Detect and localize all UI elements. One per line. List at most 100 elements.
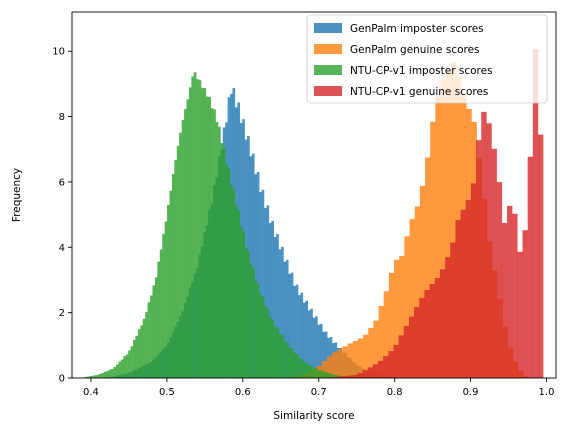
histogram-bar bbox=[86, 376, 90, 378]
histogram-bar bbox=[242, 231, 245, 378]
y-tick-label: 6 bbox=[59, 177, 65, 188]
histogram-bar bbox=[94, 375, 97, 378]
x-tick-label: 0.8 bbox=[387, 387, 403, 398]
histogram-bar bbox=[159, 249, 163, 378]
histogram-bar bbox=[91, 375, 95, 378]
histogram-bar bbox=[268, 223, 272, 378]
histogram-bar bbox=[319, 323, 323, 378]
histogram-bar bbox=[352, 341, 359, 378]
histogram-bar bbox=[424, 290, 430, 378]
histogram-bar bbox=[352, 375, 358, 378]
histogram-bar bbox=[150, 295, 153, 378]
legend-swatch bbox=[314, 44, 342, 54]
histogram-bar bbox=[261, 189, 265, 378]
x-tick-label: 0.4 bbox=[83, 387, 99, 398]
histogram-bar bbox=[491, 148, 497, 378]
histogram-bar bbox=[334, 375, 338, 378]
histogram-bar bbox=[298, 295, 301, 378]
histogram-bar bbox=[276, 327, 280, 378]
histogram-bar bbox=[312, 317, 316, 378]
histogram-bar bbox=[198, 80, 202, 379]
histogram-bar bbox=[273, 237, 277, 378]
histogram-bar bbox=[293, 352, 297, 378]
histogram-bar bbox=[332, 352, 338, 378]
histogram-bar bbox=[336, 376, 343, 378]
histogram-bar bbox=[278, 249, 282, 378]
histogram-bar bbox=[445, 257, 451, 378]
histogram-bar bbox=[220, 143, 224, 378]
histogram-bar bbox=[501, 222, 508, 378]
histogram-bar bbox=[218, 126, 221, 378]
histogram-bar bbox=[181, 119, 185, 378]
histogram-bar bbox=[174, 160, 177, 378]
legend-label: NTU-CP-v1 imposter scores bbox=[350, 65, 493, 77]
histogram-bar bbox=[235, 205, 238, 378]
histogram-bar bbox=[409, 219, 415, 378]
histogram-bar bbox=[322, 331, 326, 378]
histogram-bar bbox=[507, 205, 513, 378]
histogram-bar bbox=[113, 366, 117, 378]
histogram-bar bbox=[96, 374, 100, 378]
histogram-bar bbox=[398, 335, 404, 378]
histogram-bar bbox=[298, 357, 301, 378]
histogram-bar bbox=[203, 88, 207, 379]
histogram-bar bbox=[404, 236, 410, 378]
histogram-bar bbox=[388, 272, 395, 378]
histogram-bar bbox=[237, 210, 241, 378]
histogram-bar bbox=[288, 347, 292, 378]
legend-box bbox=[306, 14, 548, 104]
legend-label: NTU-CP-v1 genuine scores bbox=[350, 86, 488, 98]
x-tick-label: 1.0 bbox=[539, 387, 555, 398]
histogram-bar bbox=[116, 364, 119, 378]
histogram-bar bbox=[522, 230, 528, 378]
histogram-bar bbox=[300, 359, 304, 378]
histogram-bar bbox=[393, 344, 399, 378]
histogram-bar bbox=[254, 174, 257, 378]
histogram-bar bbox=[476, 140, 482, 378]
histogram-bar bbox=[481, 111, 487, 378]
histogram-bar bbox=[278, 334, 282, 378]
histogram-bar bbox=[271, 319, 275, 378]
histogram-bar bbox=[532, 49, 539, 378]
histogram-bar bbox=[317, 324, 321, 378]
histogram-bar bbox=[455, 220, 461, 378]
histogram-bar bbox=[310, 308, 313, 378]
histogram-bar bbox=[286, 342, 289, 378]
histogram-bar bbox=[460, 209, 466, 378]
histogram-bar bbox=[367, 367, 373, 378]
histogram-bar bbox=[317, 370, 321, 378]
histogram-bar bbox=[419, 185, 426, 378]
histogram-bar bbox=[135, 335, 139, 378]
histogram-bar bbox=[232, 189, 236, 378]
histogram-bar bbox=[184, 109, 187, 379]
histogram-bar bbox=[517, 251, 523, 378]
histogram-bar bbox=[247, 251, 250, 378]
histogram-bar bbox=[186, 99, 190, 378]
histogram-bar bbox=[130, 346, 134, 378]
legend: GenPalm imposter scores GenPalm genuine s… bbox=[306, 14, 548, 104]
histogram-bar bbox=[322, 371, 326, 378]
histogram-bar bbox=[363, 334, 369, 378]
legend-swatch bbox=[314, 86, 342, 96]
histogram-bar bbox=[193, 72, 197, 378]
legend-swatch bbox=[314, 23, 342, 33]
histogram-bar bbox=[101, 373, 105, 378]
histogram-bar bbox=[111, 368, 114, 378]
histogram-bar bbox=[230, 184, 233, 378]
histogram-bar bbox=[357, 373, 363, 378]
series-4-bars bbox=[331, 49, 544, 378]
histogram-bar bbox=[133, 339, 136, 378]
x-axis: 0.4 0.5 0.6 0.7 0.8 0.9 1.0 bbox=[83, 378, 554, 398]
histogram-bar bbox=[188, 87, 192, 378]
histogram-bar bbox=[399, 256, 405, 378]
histogram-bar bbox=[394, 259, 400, 378]
histogram-bar bbox=[320, 370, 323, 378]
histogram-bar bbox=[295, 284, 299, 378]
y-tick-label: 10 bbox=[52, 47, 65, 58]
histogram-bar bbox=[430, 121, 436, 378]
histogram-bar bbox=[347, 343, 353, 378]
histogram-bar bbox=[315, 368, 318, 378]
histogram-bars bbox=[84, 49, 544, 379]
histogram-bar bbox=[169, 190, 173, 378]
y-tick-label: 0 bbox=[59, 374, 65, 385]
